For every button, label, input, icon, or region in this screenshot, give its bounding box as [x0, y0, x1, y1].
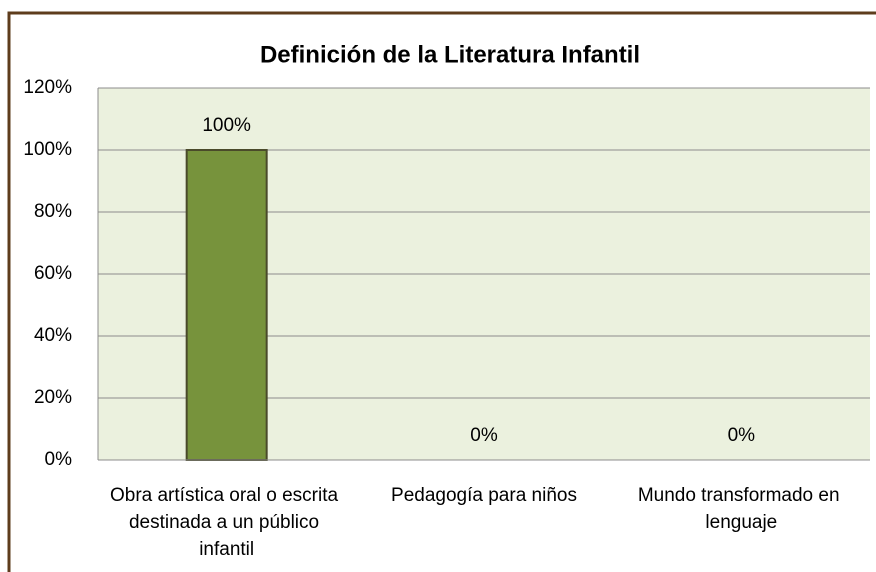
value-label: 0%	[728, 425, 756, 446]
y-tick-label: 100%	[23, 139, 72, 160]
bar	[185, 149, 268, 461]
y-tick-label: 40%	[34, 325, 72, 346]
value-label: 100%	[202, 115, 251, 136]
y-tick-label: 0%	[45, 449, 73, 470]
y-tick-label: 60%	[34, 263, 72, 284]
chart-title: Definición de la Literatura Infantil	[260, 41, 640, 68]
x-tick-label: Pedagogía para niños	[391, 485, 577, 506]
y-tick-label: 20%	[34, 387, 72, 408]
x-tick-label: Mundo transformado en lenguaje	[638, 485, 845, 533]
value-label: 0%	[470, 425, 498, 446]
x-tick-label: Obra artística oral o escrita destinada …	[110, 485, 343, 560]
y-tick-label: 120%	[23, 77, 72, 98]
y-tick-label: 80%	[34, 201, 72, 222]
frame	[7, 11, 876, 572]
